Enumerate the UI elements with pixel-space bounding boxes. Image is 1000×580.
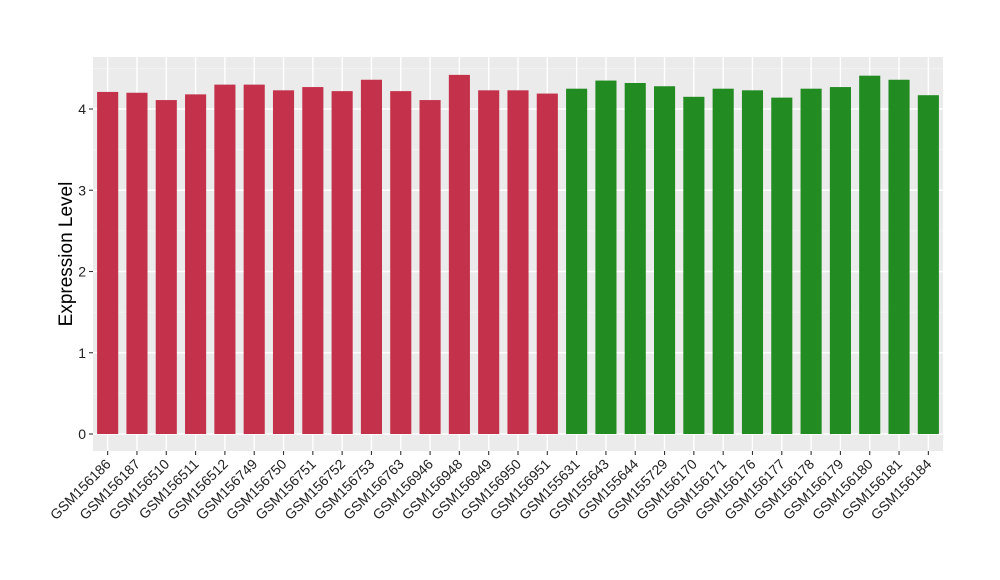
bar-GSM156752 [331,91,353,434]
bar-GSM156510 [155,100,177,434]
y-tick-label: 0 [78,426,86,442]
bar-GSM156181 [888,79,910,434]
y-tick-label: 4 [78,101,86,117]
y-tick-label: 2 [78,264,86,280]
bar-GSM156177 [771,97,793,434]
bar-GSM156763 [390,91,412,434]
bar-GSM156176 [741,90,764,434]
bar-GSM156178 [800,88,822,434]
bar-GSM156948 [448,74,470,434]
bar-GSM156950 [507,90,529,434]
bar-GSM156180 [859,75,881,434]
x-axis: GSM156186GSM156187GSM156510GSM156511GSM1… [47,451,935,523]
bar-GSM156511 [185,94,207,434]
bar-GSM156946 [419,100,441,434]
y-tick-label: 3 [78,182,86,198]
bar-GSM156949 [478,90,500,434]
bar-GSM156186 [97,91,119,434]
bar-GSM156184 [917,95,939,434]
bar-GSM155643 [595,80,617,434]
bar-GSM156951 [536,93,558,434]
bar-GSM156753 [360,79,382,434]
y-tick-label: 1 [78,345,86,361]
bar-GSM156749 [243,84,265,434]
y-axis: 0 1 2 3 4 [78,101,93,442]
bars [97,74,939,434]
bar-GSM156512 [214,84,236,434]
bar-GSM156187 [126,92,148,434]
bar-GSM155644 [624,83,646,434]
bar-GSM156170 [683,96,705,434]
bar-GSM156751 [302,87,324,434]
bar-GSM156171 [712,88,734,434]
bar-GSM156750 [272,90,295,434]
bar-GSM155729 [654,86,676,434]
bar-GSM155631 [566,88,588,434]
y-axis-title: Expression Level [56,182,77,327]
bar-GSM156179 [829,87,851,434]
